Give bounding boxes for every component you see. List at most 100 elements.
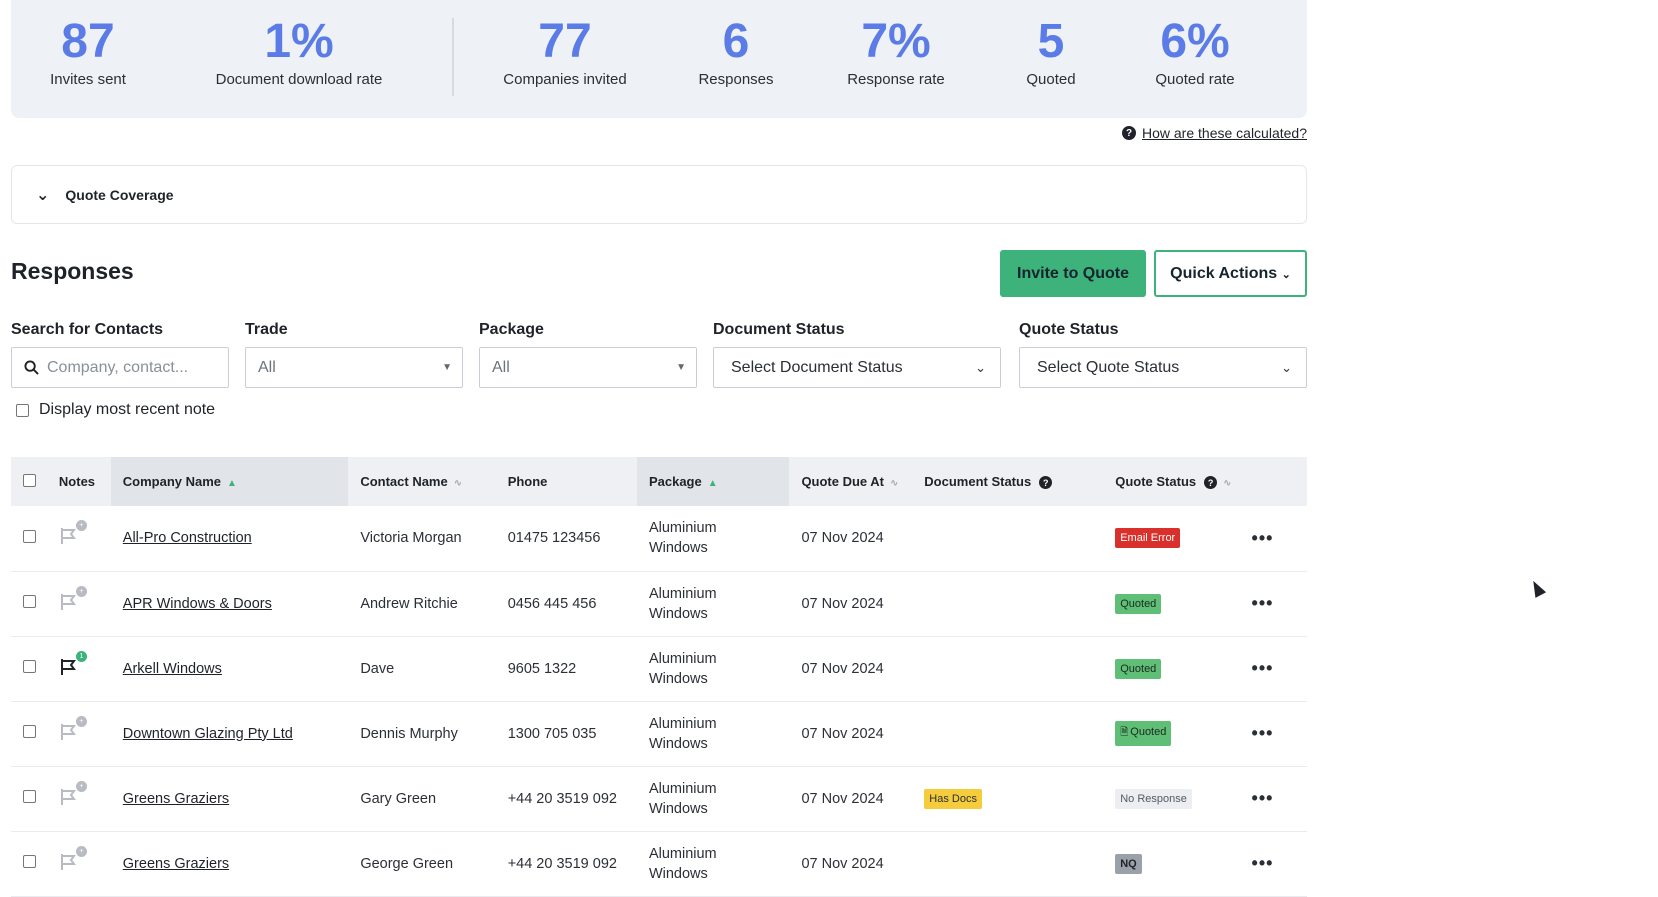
quote-status-value: Select Quote Status bbox=[1037, 358, 1180, 376]
doc-status-cell bbox=[914, 636, 1105, 701]
row-checkbox[interactable] bbox=[23, 595, 36, 608]
contact-cell: Gary Green bbox=[360, 790, 437, 807]
package-cell: Aluminium Windows bbox=[637, 766, 789, 831]
header-phone: Phone bbox=[507, 474, 548, 489]
stat-label: Quoted rate bbox=[1155, 71, 1235, 88]
note-count-badge: + bbox=[75, 715, 87, 727]
question-icon[interactable]: ? bbox=[1039, 476, 1053, 490]
responses-heading: Responses bbox=[11, 258, 134, 284]
invite-to-quote-button[interactable]: Invite to Quote bbox=[1000, 250, 1146, 297]
quick-actions-label: Quick Actions bbox=[1170, 264, 1278, 282]
more-actions-icon[interactable]: ••• bbox=[1251, 853, 1274, 873]
add-note-icon[interactable]: + bbox=[59, 715, 87, 742]
quote-status-select[interactable]: Select Quote Status ⌄ bbox=[1019, 347, 1307, 388]
header-company-name[interactable]: Company Name ▲ bbox=[110, 457, 349, 506]
header-doc-label: Document Status bbox=[924, 473, 1032, 489]
package-line: Windows bbox=[648, 800, 708, 817]
sort-icon: ∿ bbox=[1223, 477, 1232, 489]
more-actions-icon[interactable]: ••• bbox=[1251, 593, 1274, 613]
company-link[interactable]: Downtown Glazing Pty Ltd bbox=[122, 725, 293, 742]
add-note-icon[interactable]: 1 bbox=[59, 650, 87, 677]
stat-value: 87 bbox=[61, 15, 115, 68]
contact-cell: Andrew Ritchie bbox=[360, 595, 458, 612]
note-count-badge: + bbox=[75, 845, 87, 857]
trade-select[interactable]: All ▼ bbox=[245, 347, 463, 388]
package-cell: Aluminium Windows bbox=[637, 571, 789, 636]
document-status-select[interactable]: Select Document Status ⌄ bbox=[713, 347, 1001, 388]
chevron-down-icon: ⌄ bbox=[1281, 268, 1291, 281]
more-actions-icon[interactable]: ••• bbox=[1251, 723, 1274, 743]
quick-actions-button[interactable]: Quick Actions ⌄ bbox=[1154, 250, 1307, 297]
table-row[interactable]: + APR Windows & Doors Andrew Ritchie 0456 4… bbox=[11, 571, 1307, 636]
row-checkbox[interactable] bbox=[23, 725, 36, 738]
chevron-down-icon[interactable]: ⌄ bbox=[36, 186, 50, 204]
add-note-icon[interactable]: + bbox=[59, 585, 87, 612]
table-row[interactable]: 1 Arkell Windows Dave 9605 1322 Aluminium Win… bbox=[11, 636, 1307, 701]
display-note-label: Display most recent note bbox=[39, 401, 216, 418]
company-link[interactable]: Arkell Windows bbox=[122, 660, 222, 677]
row-checkbox[interactable] bbox=[23, 529, 36, 543]
sort-icon: ∿ bbox=[890, 478, 899, 489]
table-row[interactable]: + All-Pro Construction Victoria Morgan 0147… bbox=[11, 506, 1307, 571]
stat-response-rate: 7% Response rate bbox=[836, 14, 956, 88]
main-content: 87 Invites sent 1% Document download rat… bbox=[11, 0, 1307, 896]
header-contact-name[interactable]: Contact Name ∿ bbox=[348, 457, 497, 506]
company-link[interactable]: Greens Graziers bbox=[122, 790, 230, 807]
quote-status-cell: 🗎 Quoted bbox=[1105, 701, 1241, 766]
header-quote-due[interactable]: Quote Due At ∿ bbox=[789, 457, 914, 506]
more-actions-icon[interactable]: ••• bbox=[1251, 658, 1274, 678]
stat-value: 5 bbox=[1037, 15, 1065, 68]
header-quote-status[interactable]: Quote Status? ∿ bbox=[1105, 457, 1241, 506]
package-cell: Aluminium Windows bbox=[637, 506, 789, 571]
stats-divider bbox=[452, 18, 454, 96]
add-note-icon[interactable]: + bbox=[59, 520, 87, 546]
caret-down-icon: ▼ bbox=[442, 362, 452, 373]
stat-value: 77 bbox=[538, 15, 592, 68]
add-note-icon[interactable]: + bbox=[59, 780, 87, 807]
quote-status-text: Email Error bbox=[1120, 532, 1176, 545]
notes-cell: + bbox=[49, 506, 111, 571]
package-line: Aluminium bbox=[648, 780, 717, 797]
quote-status-text: No Response bbox=[1120, 792, 1187, 805]
display-note-checkbox[interactable] bbox=[16, 403, 29, 417]
header-contact-label: Contact Name bbox=[360, 474, 448, 489]
stats-panel: 87 Invites sent 1% Document download rat… bbox=[11, 0, 1307, 118]
actions-cell: ••• bbox=[1242, 831, 1307, 896]
select-all-checkbox[interactable] bbox=[23, 473, 36, 487]
package-cell: Aluminium Windows bbox=[637, 636, 789, 701]
more-actions-icon[interactable]: ••• bbox=[1251, 788, 1274, 808]
row-checkbox[interactable] bbox=[23, 660, 36, 673]
package-line: Aluminium bbox=[648, 715, 717, 732]
stat-quoted-rate: 6% Quoted rate bbox=[1141, 14, 1249, 88]
phone-cell: 1300 705 035 bbox=[507, 725, 597, 742]
company-link[interactable]: APR Windows & Doors bbox=[122, 595, 272, 612]
package-select[interactable]: All ▼ bbox=[479, 347, 697, 388]
notes-cell: + bbox=[49, 701, 111, 766]
note-flag-icon bbox=[60, 788, 76, 805]
quote-status-text: Quoted bbox=[1120, 597, 1157, 610]
more-actions-icon[interactable]: ••• bbox=[1251, 527, 1274, 548]
quote-coverage-panel[interactable]: ⌄ Quote Coverage bbox=[11, 165, 1307, 224]
note-flag-icon bbox=[60, 658, 76, 675]
company-link[interactable]: All-Pro Construction bbox=[122, 530, 252, 547]
stat-responses: 6 Responses bbox=[691, 14, 781, 88]
question-icon[interactable]: ? bbox=[1204, 476, 1218, 490]
stat-label: Quoted bbox=[1026, 71, 1076, 88]
phone-cell: 0456 445 456 bbox=[507, 595, 597, 612]
note-count-badge: 1 bbox=[75, 650, 87, 662]
add-note-icon[interactable]: + bbox=[59, 845, 87, 872]
row-checkbox[interactable] bbox=[23, 790, 36, 803]
company-link[interactable]: Greens Graziers bbox=[122, 855, 230, 872]
header-package[interactable]: Package ▲ bbox=[636, 457, 790, 506]
table-row[interactable]: + Downtown Glazing Pty Ltd Dennis Murphy 13… bbox=[11, 701, 1307, 766]
doc-status-cell bbox=[914, 701, 1105, 766]
stat-download-rate: 1% Document download rate bbox=[199, 14, 399, 88]
how-calculated-link[interactable]: How are these calculated? bbox=[1142, 125, 1307, 141]
table-row[interactable]: + Greens Graziers Gary Green +44 20 3519 09… bbox=[11, 766, 1307, 831]
display-note-option[interactable]: Display most recent note bbox=[16, 401, 215, 419]
stat-value: 1% bbox=[264, 15, 334, 68]
search-input[interactable]: Company, contact... bbox=[11, 347, 229, 388]
table-row[interactable]: + Greens Graziers George Green +44 20 3519 … bbox=[11, 831, 1307, 896]
row-checkbox[interactable] bbox=[23, 855, 36, 868]
actions-cell: ••• bbox=[1242, 701, 1307, 766]
